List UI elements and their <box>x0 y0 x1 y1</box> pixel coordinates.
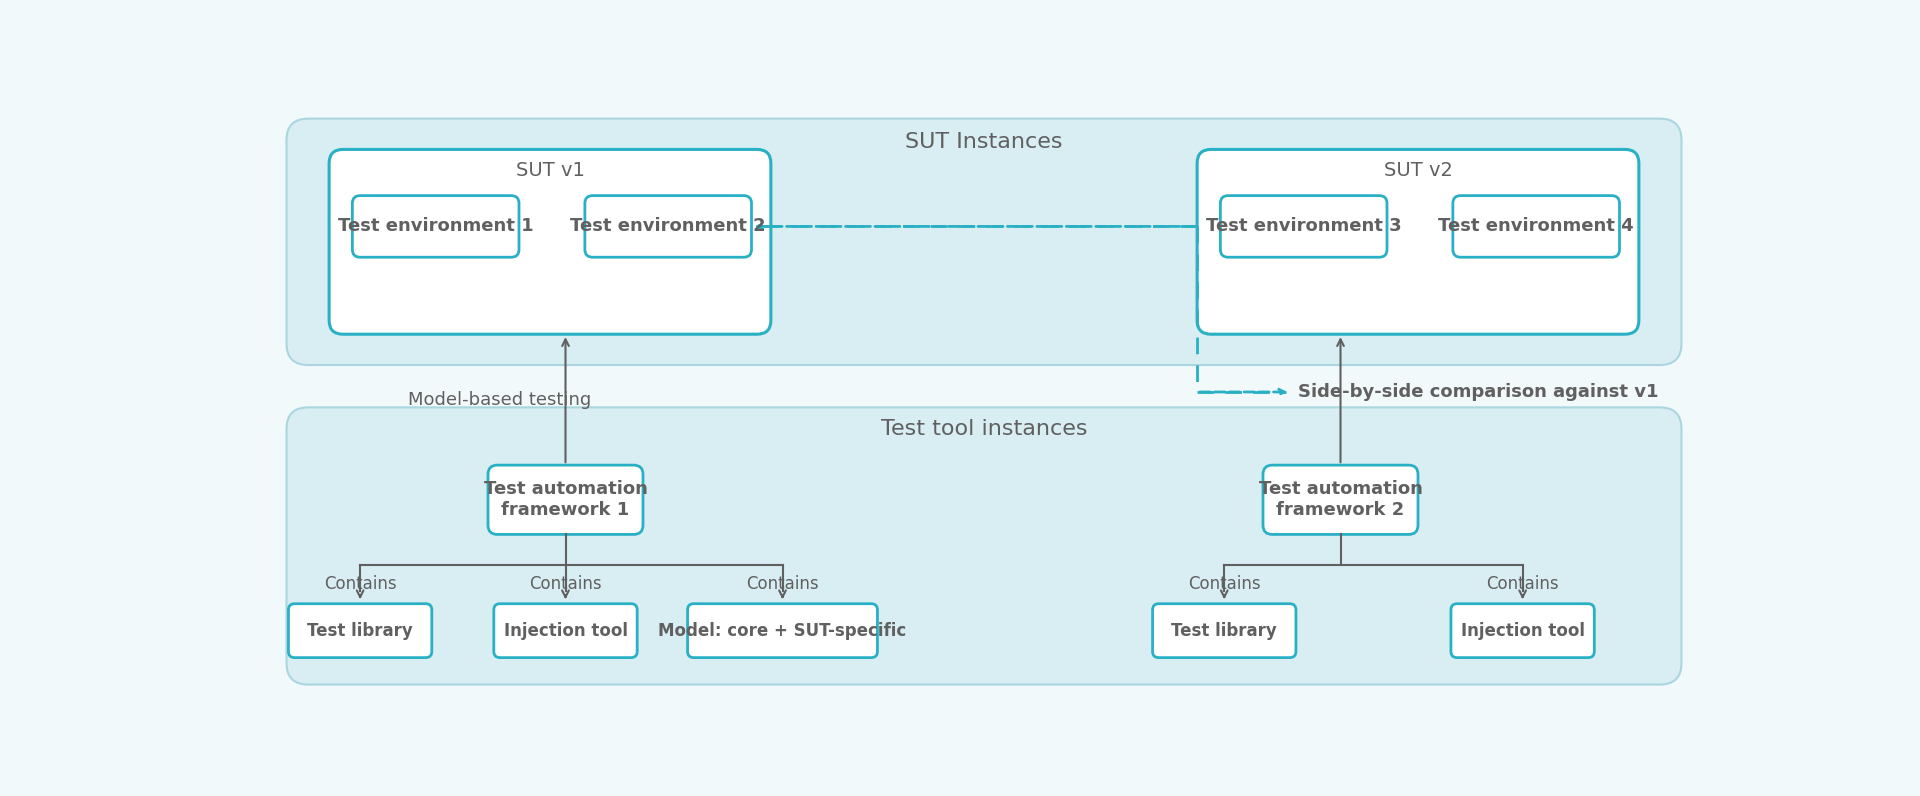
Text: Test environment 3: Test environment 3 <box>1206 217 1402 236</box>
FancyBboxPatch shape <box>286 119 1682 365</box>
Text: Contains: Contains <box>1188 576 1261 594</box>
Text: Side-by-side comparison against v1: Side-by-side comparison against v1 <box>1298 383 1659 401</box>
Text: Injection tool: Injection tool <box>1461 622 1584 640</box>
FancyBboxPatch shape <box>1198 150 1640 334</box>
Text: Test library: Test library <box>307 622 413 640</box>
Text: Test automation
framework 2: Test automation framework 2 <box>1260 480 1423 519</box>
FancyBboxPatch shape <box>288 603 432 657</box>
Text: SUT v1: SUT v1 <box>516 162 584 181</box>
Text: Test environment 4: Test environment 4 <box>1438 217 1634 236</box>
FancyBboxPatch shape <box>586 196 751 257</box>
Text: SUT v2: SUT v2 <box>1384 162 1452 181</box>
FancyBboxPatch shape <box>488 465 643 534</box>
FancyBboxPatch shape <box>1453 196 1619 257</box>
FancyBboxPatch shape <box>1221 196 1386 257</box>
Text: Test environment 1: Test environment 1 <box>338 217 534 236</box>
Text: SUT Instances: SUT Instances <box>904 131 1064 152</box>
Text: Contains: Contains <box>747 576 818 594</box>
Text: Contains: Contains <box>1486 576 1559 594</box>
Text: Test environment 2: Test environment 2 <box>570 217 766 236</box>
FancyBboxPatch shape <box>493 603 637 657</box>
FancyBboxPatch shape <box>286 408 1682 685</box>
Text: Contains: Contains <box>324 576 396 594</box>
Text: Test tool instances: Test tool instances <box>881 419 1087 439</box>
FancyBboxPatch shape <box>1152 603 1296 657</box>
FancyBboxPatch shape <box>687 603 877 657</box>
Text: Test automation
framework 1: Test automation framework 1 <box>484 480 647 519</box>
Text: Contains: Contains <box>530 576 601 594</box>
FancyBboxPatch shape <box>1452 603 1594 657</box>
FancyBboxPatch shape <box>353 196 518 257</box>
Text: Model-based testing: Model-based testing <box>407 391 591 408</box>
Text: Test library: Test library <box>1171 622 1277 640</box>
Text: Injection tool: Injection tool <box>503 622 628 640</box>
FancyBboxPatch shape <box>1263 465 1419 534</box>
FancyBboxPatch shape <box>328 150 770 334</box>
Text: Model: core + SUT-specific: Model: core + SUT-specific <box>659 622 906 640</box>
